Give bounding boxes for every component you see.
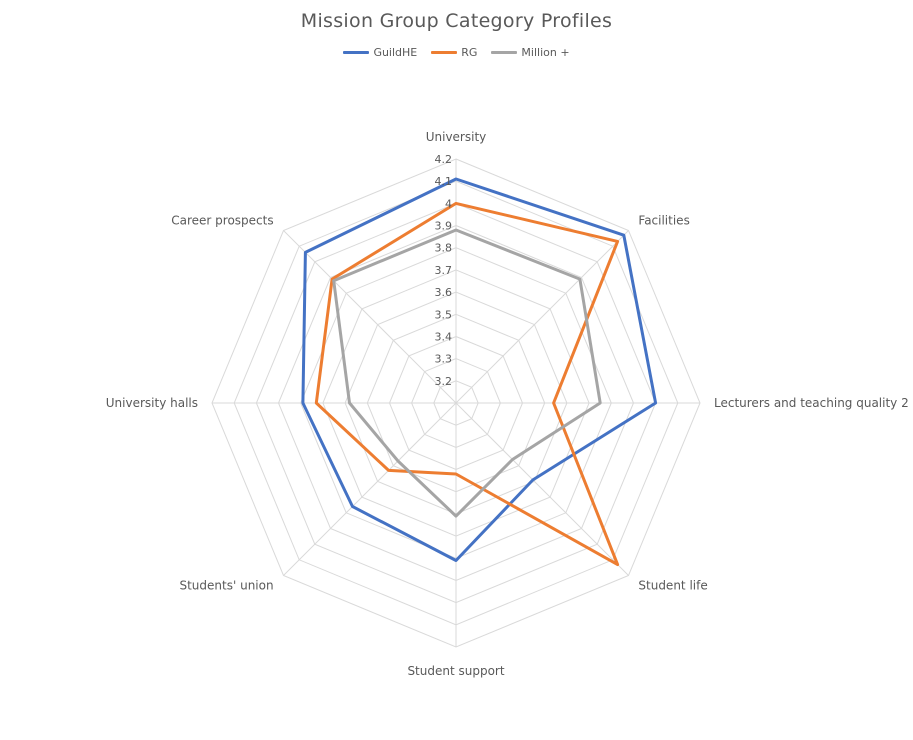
data-point-million [454, 228, 458, 232]
data-point-million [598, 401, 602, 405]
axis-label-facilities: Facilities [638, 214, 689, 228]
tick-label: 3.5 [435, 308, 453, 321]
grid-spoke [455, 402, 629, 576]
tick-label: 4 [445, 197, 452, 210]
legend-item-rg: RG [431, 46, 477, 59]
tick-label: 4.2 [435, 153, 453, 166]
tick-label: 3.2 [435, 375, 453, 388]
tick-label: 3.7 [435, 264, 453, 277]
data-point-guildhe [454, 559, 458, 563]
series-line-guildhe [301, 177, 658, 562]
data-point-guildhe [622, 233, 626, 237]
data-point-million [332, 279, 336, 283]
data-point-guildhe [301, 401, 305, 405]
grid-spoke [283, 402, 457, 576]
chart-title: Mission Group Category Profiles [300, 10, 613, 32]
legend-item-guildhe: GuildHE [343, 46, 417, 59]
data-point-million [348, 401, 352, 405]
legend-swatch-guildhe [343, 51, 370, 54]
data-point-rg [616, 239, 620, 243]
data-point-rg [454, 472, 458, 476]
axis-label-university: University [426, 130, 487, 144]
legend-label-million-plus: Million + [521, 46, 570, 59]
data-point-guildhe [303, 250, 307, 254]
data-point-guildhe [454, 177, 458, 181]
axis-label-career-prospects: Career prospects [171, 214, 273, 228]
tick-label: 3.4 [435, 330, 453, 343]
series-line-rg [314, 201, 620, 567]
axis-label-university-halls: University halls [106, 396, 198, 410]
data-point-million [578, 277, 582, 281]
data-point-guildhe [654, 401, 658, 405]
radar-tick-labels: 3.2 3.3 3.4 3.5 3.6 3.7 3.8 3.9 4 4.1 4.2 [435, 153, 453, 388]
axis-label-student-life: Student life [638, 578, 707, 592]
grid-spoke [455, 230, 629, 404]
tick-label: 4.1 [435, 175, 453, 188]
data-point-rg [387, 468, 391, 472]
legend-label-guildhe: GuildHE [373, 46, 418, 59]
radar-grid [211, 158, 701, 648]
tick-label: 3.9 [435, 220, 453, 233]
tick-label: 3.8 [435, 242, 453, 255]
data-point-rg [314, 401, 318, 405]
data-point-guildhe [531, 478, 535, 482]
axis-label-student-support: Student support [407, 664, 504, 678]
legend: GuildHE RG Million + [0, 46, 913, 59]
radar-axis-labels: University Facilities Lecturers and teachi… [106, 130, 909, 678]
axis-label-lecturers-and-teaching-quality-2: Lecturers and teaching quality 2 [714, 396, 909, 410]
legend-swatch-rg [431, 51, 458, 54]
data-point-guildhe [351, 505, 355, 509]
axis-label-students-union: Students' union [179, 578, 273, 592]
data-point-rg [454, 201, 458, 205]
data-point-rg [552, 401, 556, 405]
data-point-million [396, 459, 400, 463]
series-line-million [332, 228, 602, 518]
legend-item-million-plus: Million + [491, 46, 570, 59]
data-point-million [454, 514, 458, 518]
legend-label-rg: RG [461, 46, 478, 59]
legend-swatch-million-plus [491, 51, 518, 54]
tick-label: 3.6 [435, 286, 453, 299]
data-point-million [511, 458, 515, 462]
grid-spoke [283, 230, 457, 404]
data-point-rg [616, 563, 620, 567]
radar-series [301, 177, 658, 567]
tick-label: 3.3 [435, 353, 453, 366]
